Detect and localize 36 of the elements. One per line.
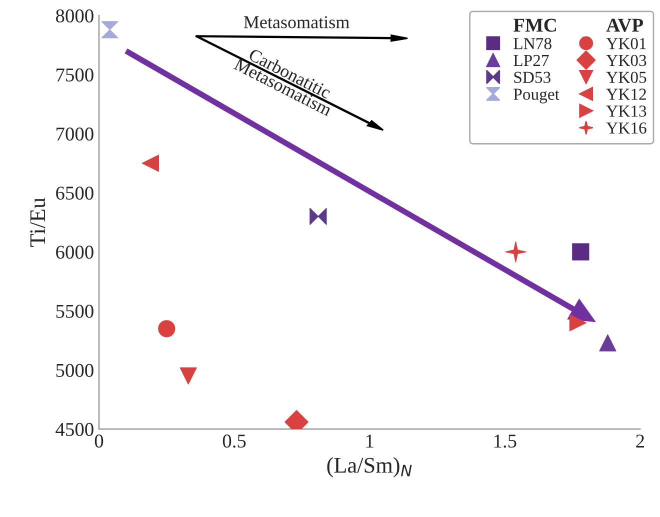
point xyxy=(180,367,197,384)
legend-label: YK16 xyxy=(606,122,646,134)
point xyxy=(158,320,176,338)
legend-label: YK05 xyxy=(606,72,646,83)
y-axis-title: Ti/Eu xyxy=(30,198,46,247)
x-tick-label: 2 xyxy=(636,434,644,448)
legend-label: YK13 xyxy=(606,106,646,117)
point xyxy=(599,334,616,352)
legend-label: YK03 xyxy=(606,54,646,66)
y-tick-label: 6000 xyxy=(56,246,94,259)
legend-label: YK01 xyxy=(606,38,646,50)
y-tick-label: 5000 xyxy=(56,364,94,377)
point xyxy=(142,154,159,172)
y-tick-label: 8000 xyxy=(56,9,94,22)
y-tick-label: 7500 xyxy=(56,68,94,82)
point xyxy=(572,243,590,260)
legend-label: Pouget xyxy=(514,88,560,104)
annotation: FMC xyxy=(513,18,556,32)
y-tick-label: 6500 xyxy=(56,186,94,200)
legend-label: YK12 xyxy=(606,88,646,100)
point xyxy=(310,208,327,225)
point xyxy=(505,241,526,263)
legend-label: LP27 xyxy=(514,54,549,66)
y-tick-label: 4500 xyxy=(56,422,94,436)
x-tick-label: 1.5 xyxy=(494,434,516,448)
y-tick-label: 5500 xyxy=(56,304,94,318)
legend-label: SD53 xyxy=(514,72,550,83)
x-axis-title: (La/Sm)$_{N}$ xyxy=(327,457,412,478)
x-tick-label: 0 xyxy=(94,434,104,448)
point xyxy=(101,21,118,38)
x-tick-label: 1 xyxy=(366,434,374,448)
x-tick-label: 0.5 xyxy=(222,434,246,448)
legend-label: LN78 xyxy=(514,38,552,50)
annotation: AVP xyxy=(606,18,644,32)
y-tick-label: 7000 xyxy=(56,127,94,141)
annotation: Metasomatism xyxy=(244,16,350,28)
